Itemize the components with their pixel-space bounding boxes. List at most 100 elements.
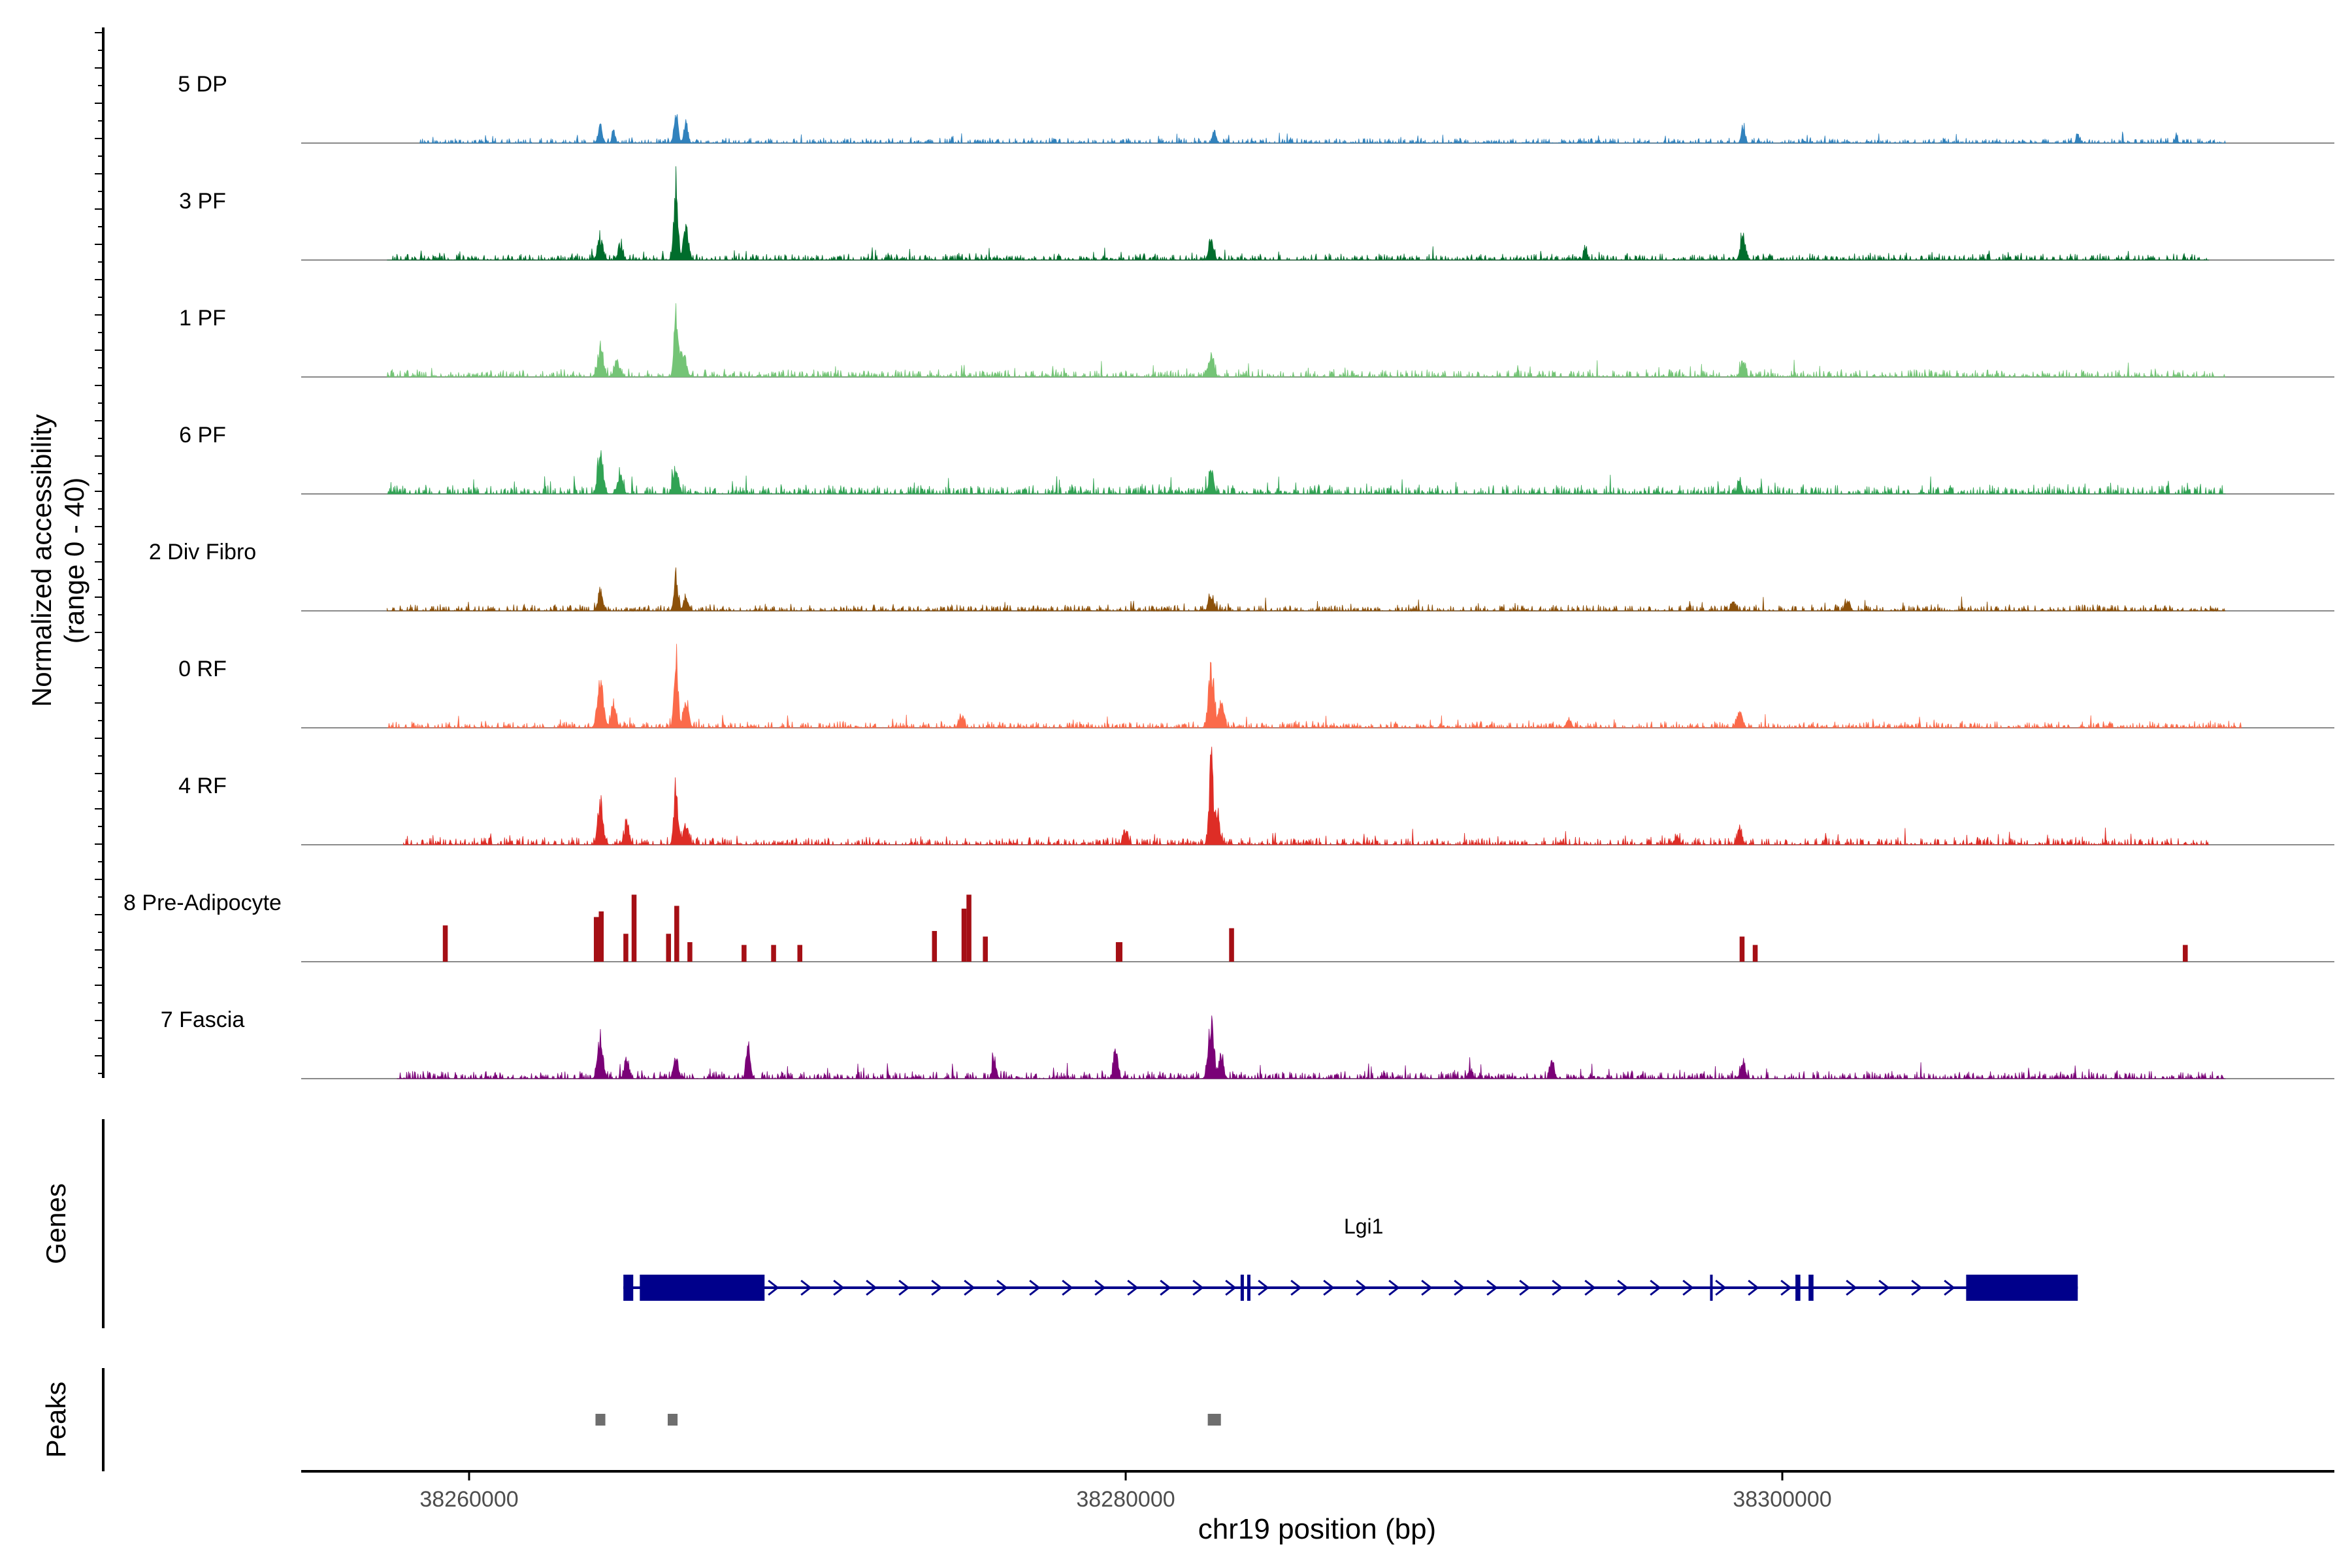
- coverage-area: [419, 114, 2226, 144]
- track-label: 6 PF: [179, 423, 226, 448]
- peak-regions: [595, 1414, 1221, 1426]
- x-tick-label: 38280000: [1076, 1487, 1175, 1512]
- strand-arrow: [1878, 1279, 1890, 1296]
- strand-arrow: [1094, 1279, 1106, 1296]
- strand-arrow: [1160, 1279, 1171, 1296]
- strand-arrow: [1192, 1279, 1204, 1296]
- gene-exon: [640, 1275, 765, 1301]
- strand-arrow: [1421, 1279, 1433, 1296]
- strand-arrow: [1748, 1279, 1759, 1296]
- track-7: 8 Pre-Adipocyte: [123, 890, 2334, 962]
- track-label: 2 Div Fibro: [149, 540, 256, 564]
- coverage-tracks: 5 DP 3 PF 1 PF 6 PF 2 Div Fibro 0 RF 4 RF 8 Pre…: [123, 72, 2334, 1080]
- gene-exon: [623, 1275, 634, 1301]
- coverage-area: [387, 450, 2226, 495]
- coverage-bar: [961, 908, 967, 962]
- gene-exon: [1795, 1275, 1801, 1301]
- strand-arrow: [964, 1279, 975, 1296]
- coverage-area: [387, 567, 2226, 612]
- track-label: 5 DP: [178, 72, 227, 97]
- peaks-label: Peaks: [41, 1382, 71, 1458]
- x-tick-label: 38260000: [419, 1487, 518, 1512]
- strand-arrow: [1486, 1279, 1498, 1296]
- strand-arrow: [1846, 1279, 1857, 1296]
- strand-arrow: [800, 1279, 812, 1296]
- coverage-bar: [966, 894, 972, 962]
- strand-arrow: [1617, 1279, 1629, 1296]
- coverage-bar: [1229, 928, 1234, 962]
- strand-arrow: [1911, 1279, 1923, 1296]
- coverage-bar: [598, 911, 604, 962]
- coverage-bar: [442, 925, 448, 962]
- strand-arrow: [996, 1279, 1008, 1296]
- strand-arrow: [1356, 1279, 1367, 1296]
- coverage-bar: [797, 945, 803, 962]
- coverage-bar: [674, 906, 679, 962]
- strand-arrow: [1682, 1279, 1694, 1296]
- track-1: 3 PF: [179, 166, 2334, 261]
- strand-arrow: [1584, 1279, 1596, 1296]
- strand-arrow: [898, 1279, 910, 1296]
- strand-arrow: [1062, 1279, 1073, 1296]
- coverage-bar: [771, 945, 776, 962]
- x-axis-label: chr19 position (bp): [1198, 1513, 1436, 1545]
- strand-arrow: [1029, 1279, 1041, 1296]
- coverage-bar: [742, 945, 747, 962]
- strand-arrow: [866, 1279, 877, 1296]
- coverage-area: [386, 303, 2226, 378]
- strand-arrow: [1650, 1279, 1661, 1296]
- gene-name-label: Lgi1: [1344, 1215, 1384, 1238]
- coverage-bar: [1739, 936, 1745, 962]
- coverage-area: [403, 746, 2210, 846]
- x-axis-ticks: 38260000 38280000 38300000: [419, 1471, 1832, 1512]
- genes-label: Genes: [41, 1183, 71, 1264]
- track-3: 6 PF: [179, 423, 2334, 495]
- coverage-bar: [593, 917, 599, 962]
- gene-exon: [1710, 1275, 1713, 1301]
- coverage-bar: [2183, 945, 2188, 962]
- peak-region: [1207, 1414, 1221, 1426]
- strand-arrow: [1552, 1279, 1563, 1296]
- coverage-area: [397, 1015, 2226, 1080]
- peak-region: [595, 1414, 606, 1426]
- gene-exon: [1808, 1275, 1814, 1301]
- track-label: 4 RF: [178, 774, 227, 798]
- track-label: 1 PF: [179, 306, 226, 331]
- strand-arrow: [833, 1279, 845, 1296]
- gene-exon: [1247, 1275, 1250, 1301]
- strand-arrow: [1454, 1279, 1465, 1296]
- strand-arrow: [1127, 1279, 1139, 1296]
- peak-region: [668, 1414, 678, 1426]
- gene-model: Lgi1: [623, 1215, 2078, 1301]
- coverage-bar: [1752, 945, 1758, 962]
- strand-arrow: [931, 1279, 943, 1296]
- x-tick-label: 38300000: [1733, 1487, 1831, 1512]
- gene-exon: [1240, 1275, 1244, 1301]
- strand-arrow: [768, 1279, 779, 1296]
- track-4: 2 Div Fibro: [149, 540, 2334, 612]
- strand-arrow: [1225, 1279, 1237, 1296]
- strand-arrow: [1323, 1279, 1335, 1296]
- coverage-bar: [631, 894, 637, 962]
- strand-arrow: [1715, 1279, 1727, 1296]
- coverage-bar: [623, 934, 629, 962]
- coverage-bar: [983, 936, 988, 962]
- coverage-bar: [1115, 942, 1122, 962]
- track-5: 0 RF: [178, 644, 2334, 729]
- track-6: 4 RF: [178, 746, 2334, 846]
- track-label: 8 Pre-Adipocyte: [123, 890, 282, 915]
- coverage-area: [387, 166, 2210, 261]
- strand-arrow: [1388, 1279, 1400, 1296]
- y-axis-label-line2: (range 0 - 40): [59, 478, 90, 644]
- track-label: 0 RF: [178, 657, 227, 681]
- track-2: 1 PF: [179, 303, 2334, 378]
- coverage-bar: [666, 934, 672, 962]
- track-8: 7 Fascia: [161, 1007, 2334, 1080]
- track-label: 7 Fascia: [161, 1007, 245, 1032]
- y-axis-label-line1: Normalized accessibility: [26, 414, 57, 707]
- strand-arrow: [1519, 1279, 1531, 1296]
- gene-exon: [1966, 1275, 2078, 1301]
- coverage-area: [387, 644, 2242, 729]
- strand-arrow: [1944, 1279, 1955, 1296]
